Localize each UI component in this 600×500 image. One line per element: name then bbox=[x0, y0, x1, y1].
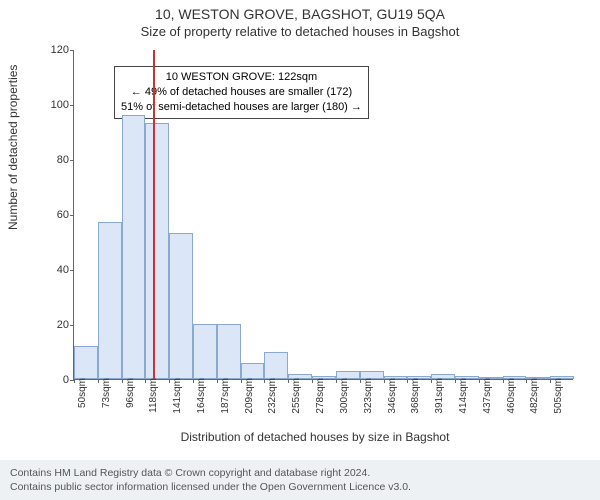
x-tick-label: 460sqm bbox=[506, 378, 517, 414]
x-tick-label: 278sqm bbox=[315, 378, 326, 414]
footer-line-1: Contains HM Land Registry data © Crown c… bbox=[10, 466, 590, 480]
page-subtitle: Size of property relative to detached ho… bbox=[0, 22, 600, 39]
y-tick-label: 40 bbox=[44, 264, 69, 276]
y-tick-label: 80 bbox=[44, 154, 69, 166]
x-tick-mark bbox=[550, 379, 551, 383]
page-title: 10, WESTON GROVE, BAGSHOT, GU19 5QA bbox=[0, 0, 600, 22]
x-tick-label: 323sqm bbox=[363, 378, 374, 414]
x-tick-mark bbox=[98, 379, 99, 383]
x-tick-mark bbox=[407, 379, 408, 383]
x-tick-label: 232sqm bbox=[267, 378, 278, 414]
y-tick-label: 0 bbox=[44, 374, 69, 386]
x-tick-mark bbox=[455, 379, 456, 383]
x-tick-label: 391sqm bbox=[434, 378, 445, 414]
histogram-bar bbox=[193, 324, 217, 379]
footer: Contains HM Land Registry data © Crown c… bbox=[0, 460, 600, 500]
x-tick-mark bbox=[264, 379, 265, 383]
x-tick-mark bbox=[169, 379, 170, 383]
y-tick-label: 100 bbox=[44, 99, 69, 111]
footer-line-2: Contains public sector information licen… bbox=[10, 480, 590, 494]
y-tick-label: 60 bbox=[44, 209, 69, 221]
marker-line bbox=[153, 50, 155, 379]
info-line-3: 51% of semi-detached houses are larger (… bbox=[121, 100, 362, 115]
histogram-bar bbox=[264, 352, 288, 380]
x-tick-mark bbox=[526, 379, 527, 383]
x-tick-label: 141sqm bbox=[172, 378, 183, 414]
y-tick-mark bbox=[70, 105, 74, 106]
x-tick-mark bbox=[312, 379, 313, 383]
x-tick-label: 50sqm bbox=[77, 378, 88, 408]
y-tick-mark bbox=[70, 325, 74, 326]
x-tick-label: 209sqm bbox=[244, 378, 255, 414]
x-tick-label: 118sqm bbox=[148, 378, 159, 413]
plot-region: 10 WESTON GROVE: 122sqm ← 49% of detache… bbox=[73, 50, 573, 380]
x-tick-mark bbox=[217, 379, 218, 383]
x-tick-mark bbox=[241, 379, 242, 383]
x-tick-label: 300sqm bbox=[339, 378, 350, 414]
info-line-2: ← 49% of detached houses are smaller (17… bbox=[121, 85, 362, 100]
x-tick-label: 346sqm bbox=[387, 378, 398, 414]
histogram-bar bbox=[145, 123, 169, 379]
x-tick-label: 482sqm bbox=[529, 378, 540, 414]
chart-area: 10 WESTON GROVE: 122sqm ← 49% of detache… bbox=[55, 50, 575, 410]
x-tick-label: 164sqm bbox=[196, 378, 207, 414]
y-tick-label: 120 bbox=[44, 44, 69, 56]
y-tick-mark bbox=[70, 160, 74, 161]
histogram-bar bbox=[122, 115, 146, 379]
x-tick-label: 368sqm bbox=[410, 378, 421, 414]
x-tick-label: 437sqm bbox=[482, 378, 493, 414]
x-tick-label: 73sqm bbox=[101, 378, 112, 408]
x-tick-mark bbox=[74, 379, 75, 383]
y-tick-mark bbox=[70, 215, 74, 216]
histogram-bar bbox=[241, 363, 265, 380]
x-tick-mark bbox=[288, 379, 289, 383]
x-tick-mark bbox=[360, 379, 361, 383]
info-line-1: 10 WESTON GROVE: 122sqm bbox=[121, 70, 362, 85]
x-tick-mark bbox=[122, 379, 123, 383]
x-tick-mark bbox=[145, 379, 146, 383]
x-tick-label: 255sqm bbox=[291, 378, 302, 414]
y-tick-label: 20 bbox=[44, 319, 69, 331]
histogram-bar bbox=[74, 346, 98, 379]
x-axis-label: Distribution of detached houses by size … bbox=[55, 430, 575, 444]
y-tick-mark bbox=[70, 50, 74, 51]
x-tick-mark bbox=[336, 379, 337, 383]
histogram-bar bbox=[98, 222, 122, 379]
y-axis-label: Number of detached properties bbox=[6, 65, 20, 230]
histogram-bar bbox=[217, 324, 241, 379]
y-tick-mark bbox=[70, 270, 74, 271]
x-tick-label: 414sqm bbox=[458, 378, 469, 414]
x-tick-mark bbox=[431, 379, 432, 383]
x-tick-mark bbox=[193, 379, 194, 383]
x-tick-label: 505sqm bbox=[553, 378, 564, 414]
x-tick-label: 96sqm bbox=[125, 378, 136, 408]
x-tick-mark bbox=[479, 379, 480, 383]
histogram-bar bbox=[169, 233, 193, 379]
x-tick-mark bbox=[384, 379, 385, 383]
x-tick-label: 187sqm bbox=[220, 378, 231, 414]
x-tick-mark bbox=[503, 379, 504, 383]
